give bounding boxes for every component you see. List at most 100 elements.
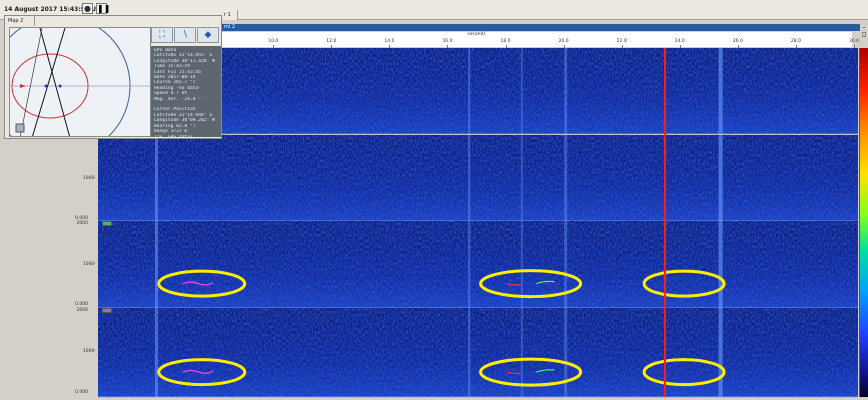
gps-info-line: Bearing 82.8 °T bbox=[154, 123, 196, 129]
channel-marker[interactable] bbox=[102, 308, 112, 313]
map-drawing bbox=[10, 28, 150, 136]
time-cursor[interactable] bbox=[664, 48, 667, 397]
click-band bbox=[564, 48, 568, 134]
highlight-ellipse bbox=[479, 357, 583, 387]
gps-info-line: Mag. Var. -24.0 ° bbox=[154, 96, 202, 102]
time-tick-label: 16.0 bbox=[442, 39, 453, 44]
click-band bbox=[520, 221, 523, 308]
whistle-contour bbox=[507, 283, 522, 286]
time-tick-mark bbox=[389, 45, 391, 49]
freq-label: 1000- bbox=[82, 262, 96, 267]
click-band bbox=[520, 48, 523, 134]
time-tick-mark bbox=[737, 45, 739, 49]
click-band bbox=[718, 135, 723, 221]
spectrogram-title-bar: ml 2 bbox=[222, 24, 862, 31]
click-band bbox=[520, 135, 523, 221]
click-band bbox=[468, 221, 471, 308]
map-toolbar: ⛶ ∖ ◆ bbox=[151, 27, 221, 45]
time-tick-mark bbox=[273, 45, 275, 49]
time-tick-label: 10.0 bbox=[268, 39, 279, 44]
click-band bbox=[468, 308, 471, 397]
freq-label: 1000- bbox=[82, 176, 96, 181]
vessel-icon bbox=[20, 84, 26, 88]
whistle-contour bbox=[507, 371, 522, 375]
time-tick-mark bbox=[563, 45, 565, 49]
gps-info-line: Date 2017-08-14 bbox=[154, 75, 196, 81]
highlight-ellipse bbox=[479, 269, 583, 299]
tab-map[interactable]: Map 2 bbox=[5, 16, 35, 26]
gps-info-line: Last Fix 15:43:56 bbox=[154, 69, 202, 75]
click-band bbox=[154, 135, 158, 221]
gps-info-line: (re. GPS data) bbox=[154, 134, 193, 140]
zoom-extent-icon[interactable]: ⛶ bbox=[151, 27, 173, 43]
compass-icon[interactable]: ◆ bbox=[197, 27, 219, 43]
color-scale-bar bbox=[859, 48, 868, 397]
freq-label: 0.000 bbox=[75, 390, 88, 395]
time-tick-label: 28.0 bbox=[790, 39, 801, 44]
time-tick-label: 22.0 bbox=[616, 39, 627, 44]
whistle-contour bbox=[536, 280, 555, 285]
spectrogram-gradient bbox=[98, 48, 858, 134]
freq-label: 0.000 bbox=[75, 216, 88, 221]
gps-info-line: Course 265.7 °T bbox=[154, 80, 196, 86]
click-band bbox=[154, 308, 158, 397]
click-band bbox=[564, 308, 568, 397]
time-tick-mark bbox=[505, 45, 507, 49]
whistle-contour bbox=[536, 369, 555, 373]
click-band bbox=[468, 48, 471, 134]
gps-info-panel: GPS data Latitude 31°14.955' S Longitude 3… bbox=[151, 46, 221, 140]
time-tick-mark bbox=[854, 45, 855, 49]
gps-info-line: Latitude 31°14.948' S bbox=[154, 112, 213, 118]
pause-button[interactable]: ❚❚ bbox=[96, 3, 111, 14]
time-tick-label: 26.0 bbox=[732, 39, 743, 44]
time-tick-mark bbox=[621, 45, 623, 49]
time-tick-mark bbox=[679, 45, 681, 49]
click-band bbox=[154, 221, 158, 308]
time-tick-label: 30.0 bbox=[848, 39, 860, 44]
click-band bbox=[718, 221, 723, 308]
channel-marker[interactable] bbox=[102, 221, 112, 226]
axis-title: seconds bbox=[467, 32, 486, 37]
gps-info-line: GPS data bbox=[154, 48, 177, 53]
time-tick-mark bbox=[447, 45, 449, 49]
highlight-ellipse bbox=[642, 358, 726, 387]
freq-label: 1000- bbox=[82, 349, 96, 354]
click-band bbox=[520, 308, 523, 397]
gps-info-line: Range 3737 m bbox=[154, 129, 188, 135]
time-tick-label: 18.0 bbox=[500, 39, 511, 44]
gps-info-line: Latitude 31°14.955' S bbox=[154, 53, 213, 59]
tab-spectrogram[interactable]: r 1 bbox=[222, 10, 238, 20]
whistle-contour bbox=[182, 369, 214, 374]
gps-info-line: Speed 4.7 kt bbox=[154, 91, 188, 97]
time-tick-mark bbox=[795, 45, 797, 49]
freq-label: 2000 bbox=[76, 308, 88, 313]
click-band bbox=[718, 48, 723, 134]
click-band bbox=[564, 221, 568, 308]
time-tick-label: 14.0 bbox=[384, 39, 395, 44]
map-window: Map 2 ⛶ ∖ ◆ GPS data Latitude 31°14.955' … bbox=[4, 15, 222, 140]
spectrogram-gradient bbox=[98, 135, 858, 221]
spectrogram-window: r 1 ml 2 – ◻ bbox=[222, 10, 868, 400]
gps-info-line: Time 15:43:59 bbox=[154, 64, 190, 70]
highlight-ellipse bbox=[157, 269, 247, 298]
time-tick-label: 12.0 bbox=[326, 39, 337, 44]
highlight-ellipse bbox=[642, 269, 726, 298]
record-button[interactable]: ● bbox=[82, 3, 93, 14]
click-band bbox=[468, 135, 471, 221]
window-controls[interactable]: – ◻ bbox=[860, 24, 868, 38]
time-tick-label: 20.0 bbox=[558, 39, 569, 44]
gps-info-line: Longitude 30°11.428' W bbox=[154, 58, 215, 64]
click-band bbox=[718, 308, 723, 397]
freq-label: 2000 bbox=[76, 221, 88, 226]
measure-icon[interactable]: ∖ bbox=[174, 27, 196, 43]
gps-info-line: Heading -no data- bbox=[154, 85, 202, 91]
map-canvas[interactable] bbox=[9, 27, 151, 137]
click-band bbox=[564, 135, 568, 221]
gps-info-line: Longitude 30°09.282' W bbox=[154, 118, 215, 124]
highlight-ellipse bbox=[157, 358, 247, 387]
freq-label: 0.000 bbox=[75, 302, 88, 307]
time-tick-label: 24.0 bbox=[674, 39, 685, 44]
time-tick-mark bbox=[331, 45, 333, 49]
